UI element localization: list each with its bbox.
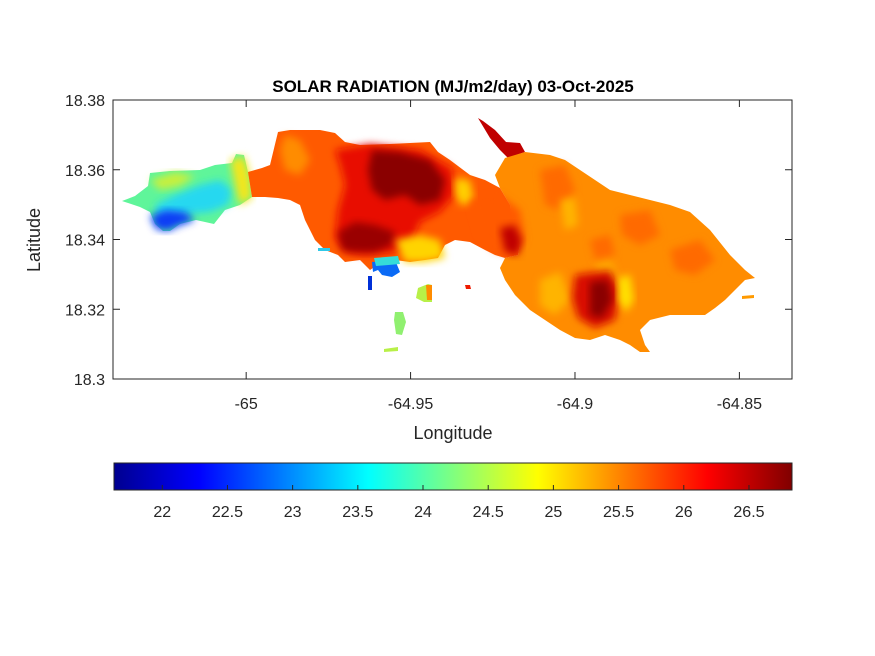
colorbar-tick-label: 25 (544, 504, 562, 521)
region-central-orange-north (280, 135, 310, 175)
colorbar-tick-label: 26 (675, 504, 693, 521)
region-islet-tip (384, 347, 398, 352)
colorbar (113, 462, 793, 491)
region-east-spur (742, 295, 754, 299)
region-south-hotspot (338, 222, 395, 252)
x-tick-label: -64.95 (388, 396, 433, 413)
region-west-yellow-north (150, 172, 195, 190)
colorbar-tick-label: 22.5 (212, 504, 243, 521)
region-central-hotspot (368, 150, 445, 205)
y-tick-label: 18.36 (65, 163, 105, 180)
map-area (122, 118, 755, 352)
region-central-yellow-cove (395, 235, 445, 262)
region-east-yellow-patches (540, 198, 618, 315)
region-east-fragment (465, 285, 471, 289)
chart-title: SOLAR RADIATION (MJ/m2/day) 03-Oct-2025 (272, 77, 633, 96)
x-tick-label: -65 (235, 396, 258, 413)
region-east-orange-patches (540, 165, 715, 275)
region-southern-cove-tip (368, 276, 372, 290)
y-tick-label: 18.34 (65, 233, 105, 250)
colorbar-tick-label: 25.5 (603, 504, 634, 521)
colorbar-tick-label: 26.5 (733, 504, 764, 521)
region-west-yellow-band (230, 156, 252, 205)
y-tick-label: 18.3 (74, 372, 105, 389)
colorbar-tick-label: 24 (414, 504, 432, 521)
colorbar-tick-label: 22 (153, 504, 171, 521)
colorbar-ticks: 22 22.5 23 23.5 24 24.5 25 25.5 26 26.5 (153, 485, 765, 521)
y-tick-label: 18.38 (65, 93, 105, 110)
region-east-hotspot (500, 225, 522, 255)
region-cove-cyan-sliver (318, 248, 330, 251)
y-axis-label: Latitude (24, 208, 44, 272)
x-tick-label: -64.85 (717, 396, 762, 413)
region-south-east-core (590, 280, 612, 318)
region-west-blue-pocket (150, 210, 195, 231)
x-axis: -65 -64.95 -64.9 -64.85 (235, 100, 762, 413)
region-east-body (495, 152, 755, 352)
x-axis-label: Longitude (413, 423, 492, 443)
region-southern-cove-cyan (374, 256, 400, 266)
region-central-yellow-east (455, 178, 474, 206)
region-islet-orange (426, 285, 432, 300)
colorbar-tick-label: 24.5 (473, 504, 504, 521)
y-axis: 18.3 18.32 18.34 18.36 18.38 (65, 93, 792, 389)
colorbar-tick-label: 23 (284, 504, 302, 521)
colorbar-tick-label: 23.5 (342, 504, 373, 521)
y-tick-label: 18.32 (65, 302, 105, 319)
x-tick-label: -64.9 (557, 396, 594, 413)
region-north-spit (478, 118, 525, 158)
region-east-yellow-core (618, 275, 634, 312)
region-islet-strip (394, 312, 406, 335)
